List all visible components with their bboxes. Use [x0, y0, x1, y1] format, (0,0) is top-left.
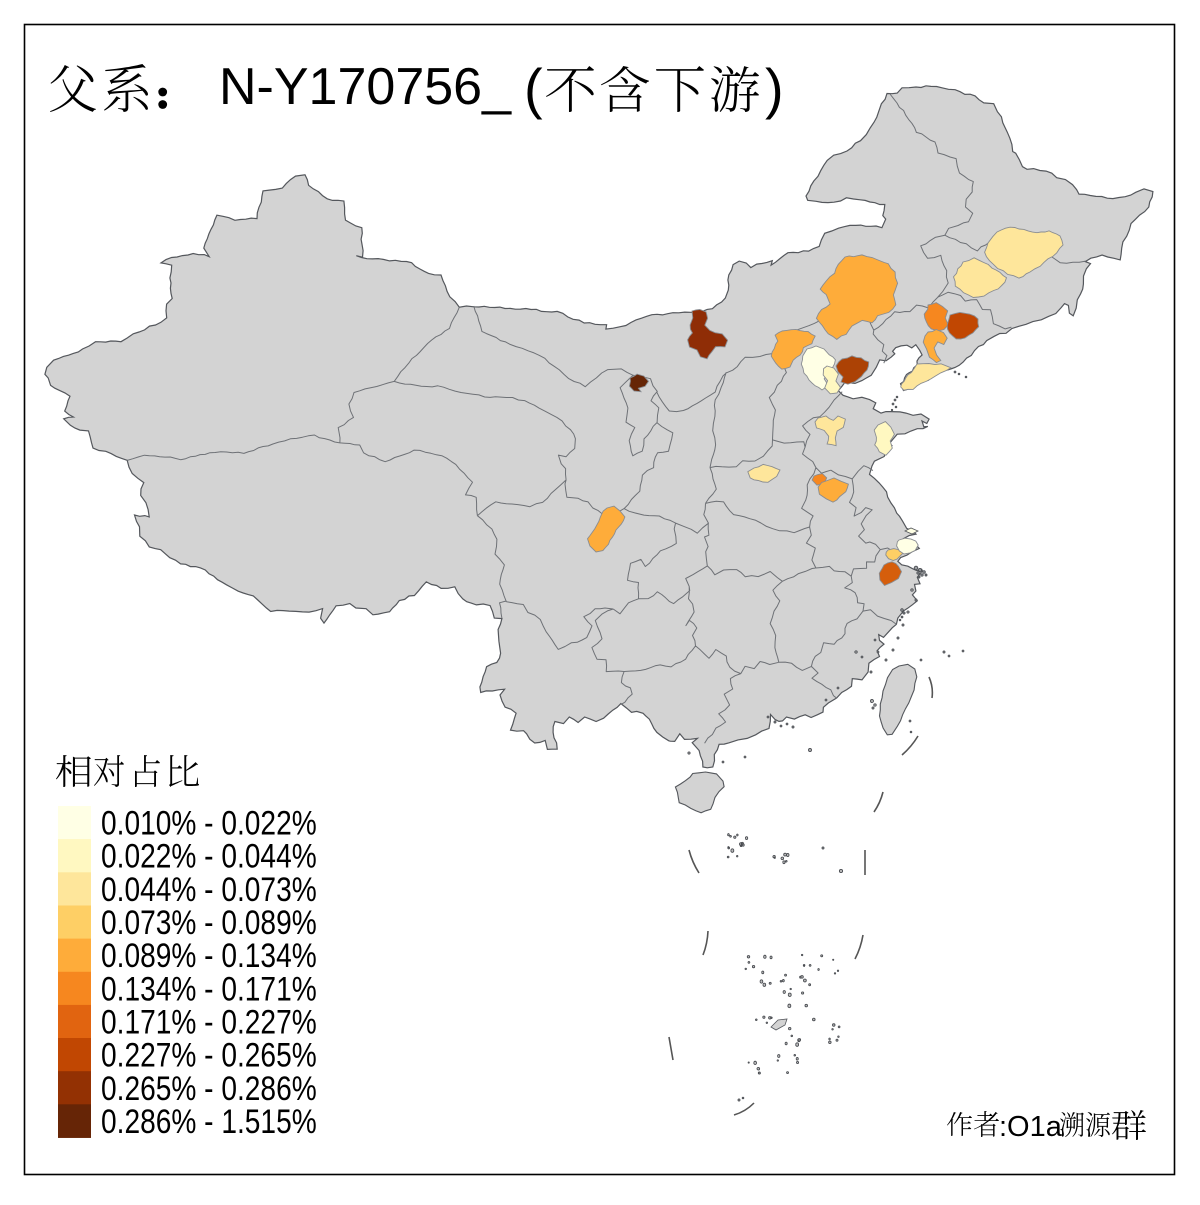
- svg-text:0.022% - 0.044%: 0.022% - 0.044%: [101, 837, 317, 875]
- svg-text:0.286% - 1.515%: 0.286% - 1.515%: [101, 1102, 317, 1140]
- svg-text:N-Y170756_: N-Y170756_: [219, 58, 512, 116]
- svg-text:0.227% - 0.265%: 0.227% - 0.265%: [101, 1036, 317, 1074]
- svg-text:0.134% - 0.171%: 0.134% - 0.171%: [101, 970, 317, 1008]
- svg-text:0.044% - 0.073%: 0.044% - 0.073%: [101, 870, 317, 908]
- svg-text:0.265% - 0.286%: 0.265% - 0.286%: [101, 1069, 317, 1107]
- svg-text:0.089% - 0.134%: 0.089% - 0.134%: [101, 937, 317, 975]
- svg-text:0.073% - 0.089%: 0.073% - 0.089%: [101, 903, 317, 941]
- svg-text:0.010% - 0.022%: 0.010% - 0.022%: [101, 804, 317, 842]
- svg-text:): ): [765, 57, 784, 120]
- svg-text::O1a: :O1a: [999, 1111, 1063, 1143]
- svg-text:0.171% - 0.227%: 0.171% - 0.227%: [101, 1003, 317, 1041]
- svg-text:(: (: [524, 57, 543, 120]
